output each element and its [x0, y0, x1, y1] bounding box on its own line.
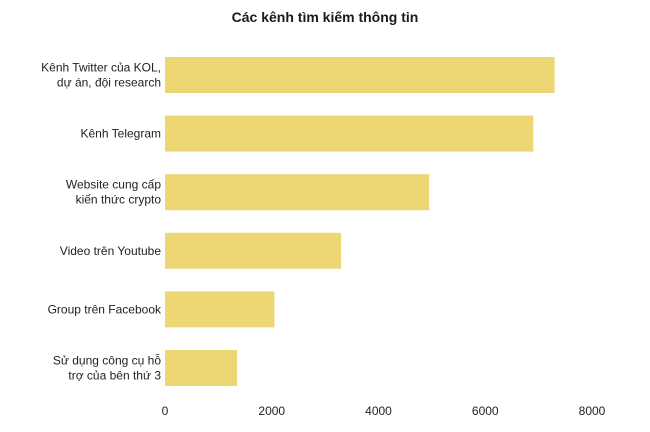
bar-0 — [165, 57, 555, 93]
category-label-2: Website cung cấp kiến thức crypto — [66, 178, 161, 207]
x-tick-label-1: 2000 — [258, 404, 285, 418]
chart-title: Các kênh tìm kiếm thông tin — [231, 9, 419, 25]
category-label-3: Video trên Youtube — [60, 244, 162, 258]
x-tick-label-3: 6000 — [472, 404, 499, 418]
x-tick-label-2: 4000 — [365, 404, 392, 418]
bar-1 — [165, 115, 534, 152]
bar-2 — [165, 174, 430, 211]
x-tick-label-0: 0 — [162, 404, 169, 418]
bar-4 — [165, 291, 275, 328]
category-label-4: Group trên Facebook — [48, 302, 162, 316]
category-label-1: Kênh Telegram — [81, 127, 162, 141]
bar-3 — [165, 232, 342, 269]
category-label-5: Sử dụng công cụ hỗ trợ của bên thứ 3 — [53, 353, 161, 383]
bar-5 — [165, 350, 238, 386]
x-tick-label-4: 8000 — [579, 404, 606, 418]
category-label-0: Kênh Twitter của KOL, dự án, đội research — [41, 61, 161, 90]
